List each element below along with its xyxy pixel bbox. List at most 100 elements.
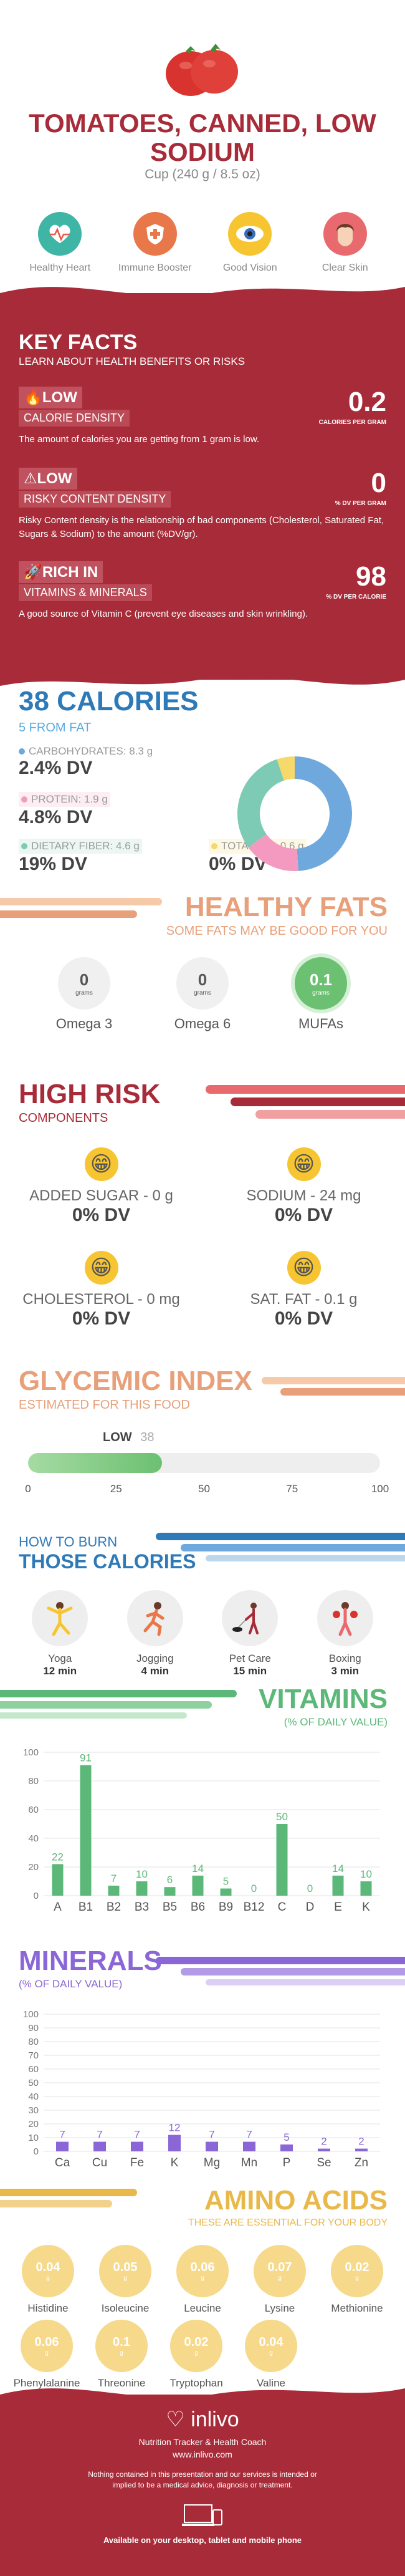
amino-item: 0.02 g Methionine [320, 2245, 394, 2315]
calories-subtitle: 5 FROM FAT [19, 721, 92, 735]
bar [276, 1824, 288, 1896]
bar-value-label: 91 [80, 1752, 92, 1764]
amino-item: 0.1 g Threonine [84, 2320, 159, 2390]
key-facts-section: KEY FACTS LEARN ABOUT HEALTH BENEFITS OR… [0, 287, 405, 686]
amino-name: Methionine [331, 2302, 383, 2314]
fat-item: 0.1 grams MUFAs [274, 957, 368, 1032]
bar [108, 1885, 120, 1896]
fact-description: A good source of Vitamin C (prevent eye … [19, 609, 308, 619]
amino-name: Tryptophan [169, 2377, 223, 2389]
amino-name: Histidine [27, 2302, 69, 2314]
burn-item: Jogging 4 min [118, 1590, 193, 1677]
yoga-icon [32, 1590, 88, 1646]
bar-value-label: 7 [97, 2129, 102, 2141]
amino-subtitle: THESE ARE ESSENTIAL FOR YOUR BODY [188, 2217, 388, 2228]
bar-value-label: 10 [360, 1868, 372, 1880]
burn-item: Pet Care 15 min [212, 1590, 287, 1677]
fact-value: 0 [371, 468, 386, 498]
amino-name: Isoleucine [101, 2302, 150, 2314]
fat-item: 0 grams Omega 3 [37, 957, 131, 1032]
fact-value: 98 [356, 561, 386, 592]
burn-title-small: HOW TO BURN [19, 1534, 118, 1550]
risk-title: HIGH RISK [19, 1079, 161, 1109]
benefit-item: Immune Booster [118, 212, 193, 274]
nutrient-dv: 4.8% DV [19, 807, 93, 827]
footer-url[interactable]: www.inlivo.com [173, 2449, 232, 2459]
bar [332, 1875, 344, 1896]
fact-name: VITAMINS & MINERALS [19, 584, 152, 601]
x-tick-label: Fe [130, 2156, 144, 2169]
amino-value-circle: 0.04 g [22, 2245, 74, 2297]
healthy-fats-section: HEALTHY FATS SOME FATS MAY BE GOOD FOR Y… [0, 885, 405, 1060]
fat-name: MUFAs [298, 1016, 344, 1031]
benefit-label: Good Vision [222, 263, 277, 273]
bar [192, 1875, 204, 1896]
burn-time: 15 min [233, 1665, 267, 1677]
glycemic-bar [28, 1453, 380, 1473]
benefit-item: Clear Skin [308, 212, 383, 274]
x-tick-label: B2 [107, 1901, 121, 1914]
high-risk-section: HIGH RISK COMPONENTS 😁 ADDED SUGAR - 0 g… [0, 1060, 405, 1359]
glycemic-bar-fill [28, 1453, 162, 1473]
nutrient-dv: 2.4% DV [19, 758, 93, 778]
dog-walking-icon [222, 1590, 279, 1646]
amino-row-1: 0.04 g Histidine 0.05 g Isoleucine 0.06 g Leuc… [0, 2245, 405, 2315]
glycemic-tick: 0 [25, 1483, 31, 1495]
amino-item: 0.04 g Valine [234, 2320, 308, 2390]
amino-item: 0.07 g Lysine [242, 2245, 317, 2315]
vitamins-title: VITAMINS [259, 1684, 388, 1714]
benefit-label: Healthy Heart [29, 263, 91, 273]
donut-slice [294, 756, 352, 871]
vitamins-subtitle: (% OF DAILY VALUE) [284, 1716, 388, 1728]
glycemic-tick: 25 [110, 1483, 122, 1495]
devices-icon [182, 2504, 222, 2526]
amino-title: AMINO ACIDS [204, 2185, 388, 2216]
amino-acids-section: AMINO ACIDS THESE ARE ESSENTIAL FOR YOUR… [0, 2185, 405, 2395]
fact-unit: CALORIES PER GRAM [318, 419, 386, 426]
minerals-section: MINERALS (% OF DAILY VALUE) 0 10 20 30 40 50 6… [0, 1946, 405, 2183]
x-tick-label: B12 [244, 1901, 265, 1914]
burn-activity: Boxing [328, 1652, 361, 1664]
bar-value-label: 14 [192, 1863, 204, 1874]
y-tick-label: 20 [28, 2119, 39, 2130]
risk-dv: 0% DV [274, 1308, 333, 1329]
minerals-title: MINERALS [19, 1946, 162, 1976]
risk-dv: 0% DV [72, 1308, 131, 1329]
y-tick-label: 80 [28, 1776, 39, 1787]
minerals-subtitle: (% OF DAILY VALUE) [19, 1978, 123, 1990]
risk-label: SODIUM - 24 mg [246, 1187, 361, 1204]
tomato-image [166, 44, 238, 96]
fat-value-circle: 0 grams [176, 957, 229, 1010]
wave-divider [0, 2388, 405, 2413]
serving-size: Cup (240 g / 8.5 oz) [145, 167, 260, 181]
x-tick-label: Cu [92, 2156, 107, 2169]
nutrient-protein: PROTEIN: 1.9 g 4.8% DV [19, 792, 110, 828]
x-tick-label: Mg [204, 2156, 220, 2169]
bar [52, 1864, 64, 1896]
bar [206, 2141, 218, 2151]
bar-value-label: 7 [111, 1873, 117, 1884]
nutrient-fiber: DIETARY FIBER: 4.6 g 19% DV [19, 839, 142, 875]
bar [93, 2141, 106, 2151]
x-tick-label: A [54, 1901, 62, 1914]
x-tick-label: K [362, 1901, 370, 1914]
y-tick-label: 100 [23, 2009, 39, 2020]
y-tick-label: 50 [28, 2078, 39, 2088]
bar [168, 2135, 181, 2151]
burn-activity: Yoga [48, 1652, 72, 1664]
bar-value-label: 2 [321, 2136, 326, 2148]
fats-row: 0 grams Omega 3 0 grams Omega 6 0.1 grams M… [0, 957, 405, 1032]
bar [131, 2141, 143, 2151]
benefit-item: Healthy Heart [22, 212, 97, 274]
glycemic-tick: 100 [371, 1483, 389, 1495]
burn-time: 12 min [43, 1665, 77, 1677]
calories-section: 38 CALORIES 5 FROM FAT CARBOHYDRATES: 8.… [0, 673, 405, 885]
key-facts-title: KEY FACTS [19, 330, 138, 354]
amino-item: 0.05 g Isoleucine [88, 2245, 163, 2315]
nutrient-label: PROTEIN: 1.9 g [31, 793, 108, 805]
stripes-decoration [156, 1957, 405, 1985]
stripes-decoration [0, 2189, 137, 2207]
legend-dot [211, 843, 217, 849]
key-facts-subtitle: LEARN ABOUT HEALTH BENEFITS OR RISKS [19, 355, 245, 367]
fats-subtitle: SOME FATS MAY BE GOOD FOR YOU [166, 924, 388, 938]
